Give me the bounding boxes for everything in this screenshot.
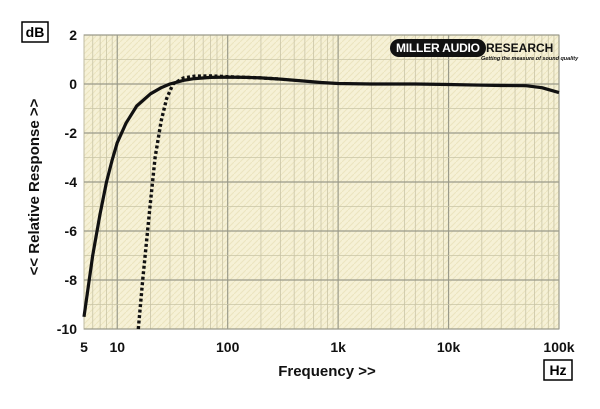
y-tick-label: -2 [65,125,78,141]
y-unit-label: dB [26,24,45,40]
x-tick-label: 100k [543,339,574,355]
y-tick-label: -10 [57,321,77,337]
logo-tagline: Getting the measure of sound quality [481,56,579,62]
miller-audio-research-logo: MILLER AUDIO RESEARCH Getting the measur… [390,39,579,62]
grid-lines [83,34,560,330]
y-tick-label: -6 [65,223,78,239]
y-tick-label: 0 [69,76,77,92]
logo-left-text: MILLER AUDIO [396,41,480,55]
x-tick-label: 1k [330,339,346,355]
x-tick-label: 10k [437,339,461,355]
x-axis-title: Frequency >> [278,363,376,380]
x-unit-box: Hz [543,359,573,381]
y-tick-label: 2 [69,27,77,43]
y-axis-title: << Relative Response >> [26,98,43,275]
series-lines [82,74,560,330]
y-tick-label: -8 [65,272,78,288]
tick-labels: 5 10 100 1k 10k 100k 2 0 -2 -4 -6 -8 -10 [57,27,575,355]
y-tick-label: -4 [65,174,78,190]
x-tick-label: 10 [109,339,125,355]
logo-right-text: RESEARCH [486,41,553,55]
x-unit-label: Hz [549,362,566,378]
x-tick-label: 100 [216,339,240,355]
x-tick-label: 5 [80,339,88,355]
y-unit-box: dB [21,21,49,43]
series-line-dotted [136,74,281,330]
